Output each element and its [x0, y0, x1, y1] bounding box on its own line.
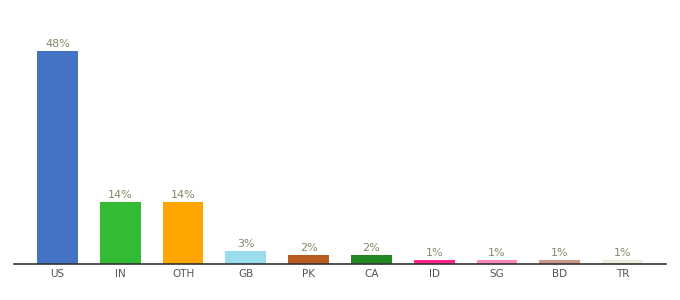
Bar [413, 260, 454, 264]
Bar [539, 260, 580, 264]
Bar [100, 202, 141, 264]
Bar [37, 51, 78, 264]
Text: 1%: 1% [551, 248, 568, 258]
Text: 3%: 3% [237, 239, 254, 249]
Text: 1%: 1% [488, 248, 506, 258]
Bar [226, 251, 267, 264]
Bar [351, 255, 392, 264]
Text: 1%: 1% [426, 248, 443, 258]
Bar [477, 260, 517, 264]
Text: 14%: 14% [171, 190, 195, 200]
Text: 2%: 2% [300, 243, 318, 253]
Bar [163, 202, 203, 264]
Bar [602, 260, 643, 264]
Text: 1%: 1% [613, 248, 631, 258]
Text: 48%: 48% [45, 39, 70, 49]
Text: 2%: 2% [362, 243, 380, 253]
Bar [288, 255, 329, 264]
Text: 14%: 14% [108, 190, 133, 200]
